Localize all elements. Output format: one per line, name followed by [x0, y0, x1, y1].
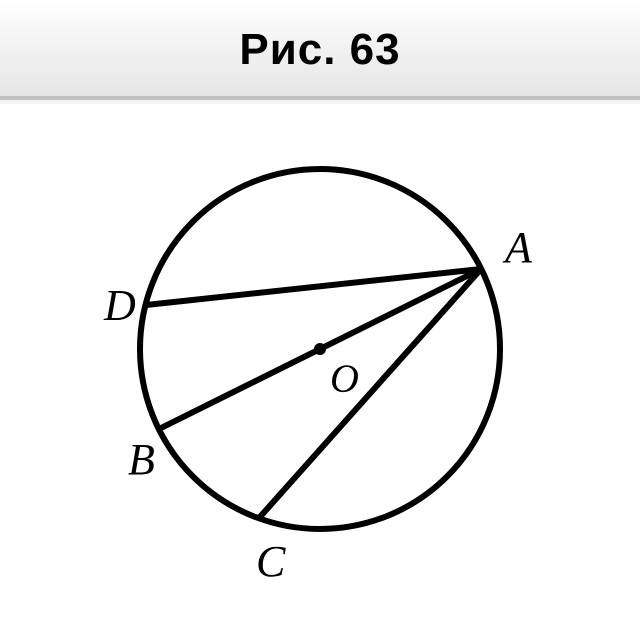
chord-AD — [146, 269, 481, 305]
label-C: C — [256, 537, 286, 586]
chord-AC — [259, 269, 481, 518]
figure-title: Рис. 63 — [239, 25, 400, 74]
label-A: A — [502, 223, 533, 272]
label-B: B — [128, 435, 155, 484]
geometry-svg: A D O B C — [0, 104, 640, 640]
label-O: O — [330, 356, 359, 401]
label-D: D — [103, 281, 136, 330]
figure-canvas: Рис. 63 A D O B C — [0, 0, 640, 640]
figure-panel: A D O B C — [0, 104, 640, 640]
center-point — [314, 343, 326, 355]
figure-header: Рис. 63 — [0, 0, 640, 100]
